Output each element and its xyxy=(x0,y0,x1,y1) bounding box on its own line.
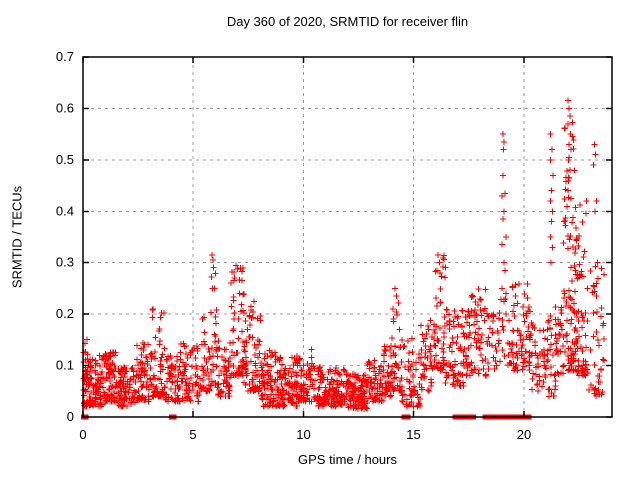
svg-text:5: 5 xyxy=(189,427,196,442)
x-axis-label: GPS time / hours xyxy=(298,452,397,467)
svg-text:0.7: 0.7 xyxy=(56,49,74,64)
svg-text:0.3: 0.3 xyxy=(56,255,74,270)
tick-labels: 0 5 10 15 20 0 0.1 0.2 0.3 0.4 0.5 0.6 0.7 xyxy=(56,49,531,442)
svg-text:0.6: 0.6 xyxy=(56,101,74,116)
axes-border-and-ticks xyxy=(82,56,613,418)
svg-text:0.4: 0.4 xyxy=(56,204,74,219)
svg-text:0.2: 0.2 xyxy=(56,306,74,321)
svg-text:0.1: 0.1 xyxy=(56,358,74,373)
svg-text:0.5: 0.5 xyxy=(56,152,74,167)
chart-title: Day 360 of 2020, SRMTID for receiver fli… xyxy=(226,14,469,29)
scatter-points xyxy=(80,97,607,412)
svg-text:10: 10 xyxy=(296,427,310,442)
svg-text:0: 0 xyxy=(79,427,86,442)
svg-text:15: 15 xyxy=(406,427,420,442)
svg-text:20: 20 xyxy=(517,427,531,442)
svg-text:0: 0 xyxy=(67,409,74,424)
